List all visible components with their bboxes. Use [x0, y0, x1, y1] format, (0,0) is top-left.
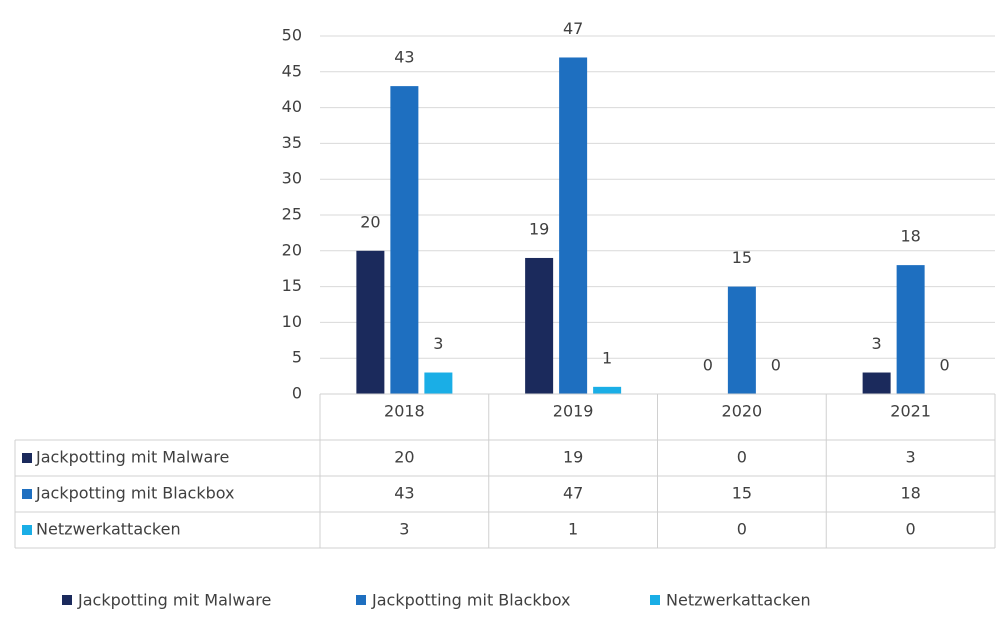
table-cell: 20 [394, 448, 414, 467]
legend-swatch [62, 595, 72, 605]
legend-label: Jackpotting mit Malware [77, 591, 271, 610]
y-tick-label: 35 [282, 133, 302, 152]
data-label: 15 [732, 248, 752, 267]
data-label: 43 [394, 48, 414, 67]
y-tick-label: 5 [292, 348, 302, 367]
table-cell: 43 [394, 484, 414, 503]
legend-swatch [356, 595, 366, 605]
table-row-label: Jackpotting mit Blackbox [35, 484, 235, 503]
table-cell: 47 [563, 484, 583, 503]
data-label: 3 [872, 334, 882, 353]
bar [727, 286, 756, 394]
table-cell: 18 [900, 484, 920, 503]
data-label: 18 [900, 227, 920, 246]
legend-swatch [22, 453, 32, 463]
data-label: 0 [940, 356, 950, 375]
bar [356, 250, 385, 394]
bar [424, 372, 453, 394]
table-cell: 0 [737, 448, 747, 467]
y-tick-label: 0 [292, 384, 302, 403]
data-label: 1 [602, 348, 612, 367]
table-cell: 15 [732, 484, 752, 503]
data-label: 47 [563, 19, 583, 38]
y-tick-label: 20 [282, 240, 302, 259]
bar [896, 265, 925, 394]
table-row-label: Jackpotting mit Malware [35, 448, 229, 467]
table-cell: 0 [737, 520, 747, 539]
x-tick-label: 2018 [384, 402, 425, 421]
bar [862, 372, 891, 394]
x-tick-label: 2020 [722, 402, 763, 421]
y-tick-label: 50 [282, 26, 302, 45]
table-cell: 3 [399, 520, 409, 539]
bar [593, 386, 622, 394]
table-cell: 3 [906, 448, 916, 467]
y-tick-label: 25 [282, 205, 302, 224]
data-label: 3 [433, 334, 443, 353]
data-label: 0 [771, 356, 781, 375]
bar [525, 257, 554, 394]
x-tick-label: 2021 [890, 402, 931, 421]
data-label: 0 [703, 356, 713, 375]
table-cell: 19 [563, 448, 583, 467]
y-tick-label: 10 [282, 312, 302, 331]
y-tick-label: 30 [282, 169, 302, 188]
table-cell: 0 [906, 520, 916, 539]
legend-label: Jackpotting mit Blackbox [371, 591, 571, 610]
table-cell: 1 [568, 520, 578, 539]
legend-swatch [22, 489, 32, 499]
data-label: 19 [529, 219, 549, 238]
bar [559, 57, 588, 394]
y-tick-label: 45 [282, 61, 302, 80]
bar [390, 86, 419, 395]
legend-swatch [22, 525, 32, 535]
y-tick-label: 40 [282, 97, 302, 116]
y-tick-label: 15 [282, 276, 302, 295]
table-row-label: Netzwerkattacken [36, 520, 181, 539]
data-label: 20 [360, 212, 380, 231]
legend-label: Netzwerkattacken [666, 591, 811, 610]
legend-swatch [650, 595, 660, 605]
x-tick-label: 2019 [553, 402, 594, 421]
